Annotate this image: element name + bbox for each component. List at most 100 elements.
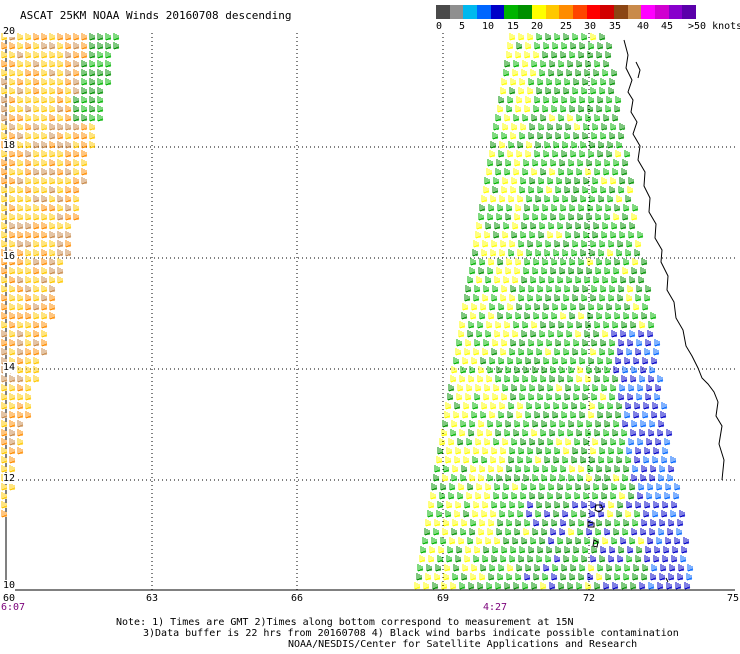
wind-barb	[494, 330, 501, 338]
wind-barb	[569, 312, 576, 320]
wind-barb	[33, 303, 40, 311]
wind-barb	[645, 285, 652, 293]
wind-barb	[498, 150, 505, 158]
wind-barb	[634, 402, 641, 410]
wind-barb	[81, 168, 88, 176]
wind-barb	[478, 366, 485, 374]
wind-barb	[524, 258, 531, 266]
wind-barb	[603, 321, 610, 329]
wind-barb	[649, 474, 656, 482]
wind-barb	[496, 528, 503, 536]
wind-barb	[626, 294, 633, 302]
colorbar-swatch	[600, 5, 614, 19]
wind-barb	[632, 519, 639, 527]
wind-barb	[17, 114, 24, 122]
wind-barb	[647, 330, 654, 338]
wind-barb	[604, 159, 611, 167]
wind-barb	[626, 348, 633, 356]
wind-barb	[656, 537, 663, 545]
wind-barb	[583, 384, 590, 392]
wind-barb	[486, 168, 493, 176]
wind-barb	[605, 204, 612, 212]
wind-barb	[666, 582, 673, 590]
wind-barb	[1, 258, 8, 266]
wind-barb	[619, 384, 626, 392]
wind-barb	[33, 375, 40, 383]
wind-barb	[567, 60, 574, 68]
wind-barb	[584, 330, 591, 338]
wind-barb	[615, 564, 622, 572]
wind-barb	[603, 582, 610, 590]
wind-barb	[511, 492, 518, 500]
wind-barb	[9, 123, 16, 131]
wind-barb	[596, 465, 603, 473]
wind-barb	[73, 150, 80, 158]
wind-barb	[49, 105, 56, 113]
wind-barb	[484, 438, 491, 446]
wind-barb	[33, 267, 40, 275]
wind-barb	[548, 483, 555, 491]
wind-barb	[49, 42, 56, 50]
wind-barb	[1, 123, 8, 131]
wind-barb	[1, 285, 8, 293]
wind-barb	[536, 447, 543, 455]
wind-barb	[635, 555, 642, 563]
wind-barb	[625, 510, 632, 518]
wind-barb	[97, 60, 104, 68]
wind-barb	[576, 60, 583, 68]
wind-barb	[520, 492, 527, 500]
wind-barb	[9, 294, 16, 302]
wind-barb	[461, 519, 468, 527]
wind-barb	[607, 141, 614, 149]
wind-barb	[614, 258, 621, 266]
wind-barb	[591, 285, 598, 293]
wind-barb	[1, 222, 8, 230]
wind-barb	[556, 438, 563, 446]
wind-barb	[33, 231, 40, 239]
wind-barb	[641, 519, 648, 527]
wind-barb	[461, 312, 468, 320]
wind-barb	[518, 501, 525, 509]
wind-barb	[25, 168, 32, 176]
wind-barb	[543, 96, 550, 104]
wind-barb	[643, 402, 650, 410]
wind-barb	[456, 339, 463, 347]
wind-barb	[540, 60, 547, 68]
wind-barb	[554, 501, 561, 509]
wind-barb	[501, 186, 508, 194]
wind-barb	[33, 159, 40, 167]
wind-barb	[65, 132, 72, 140]
wind-barb	[57, 141, 64, 149]
colorbar-label-15: 15	[507, 21, 520, 32]
wind-barb	[17, 78, 24, 86]
wind-barb	[595, 159, 602, 167]
wind-barb	[624, 150, 631, 158]
wind-barb	[25, 393, 32, 401]
wind-barb	[541, 213, 548, 221]
wind-barb	[550, 213, 557, 221]
wind-barb	[591, 132, 598, 140]
wind-barb	[1, 33, 8, 41]
wind-barb	[517, 195, 524, 203]
wind-barb	[515, 465, 522, 473]
wind-barb	[641, 312, 648, 320]
wind-barb	[33, 141, 40, 149]
wind-barb	[458, 483, 465, 491]
wind-barb	[634, 249, 641, 257]
wind-barb	[1, 294, 8, 302]
wind-barb	[461, 573, 468, 581]
note-line-3: NOAA/NESDIS/Center for Satellite Applica…	[288, 639, 638, 650]
wind-barb	[49, 51, 56, 59]
wind-barb	[559, 366, 566, 374]
wind-barb	[511, 231, 518, 239]
wind-barb	[625, 402, 632, 410]
wind-barb	[513, 168, 520, 176]
wind-barb	[657, 375, 664, 383]
wind-barb	[663, 546, 670, 554]
wind-barb	[644, 501, 651, 509]
wind-barb	[623, 204, 630, 212]
wind-barb	[587, 105, 594, 113]
wind-barb	[613, 420, 620, 428]
colorbar-label-25: 25	[560, 21, 573, 32]
